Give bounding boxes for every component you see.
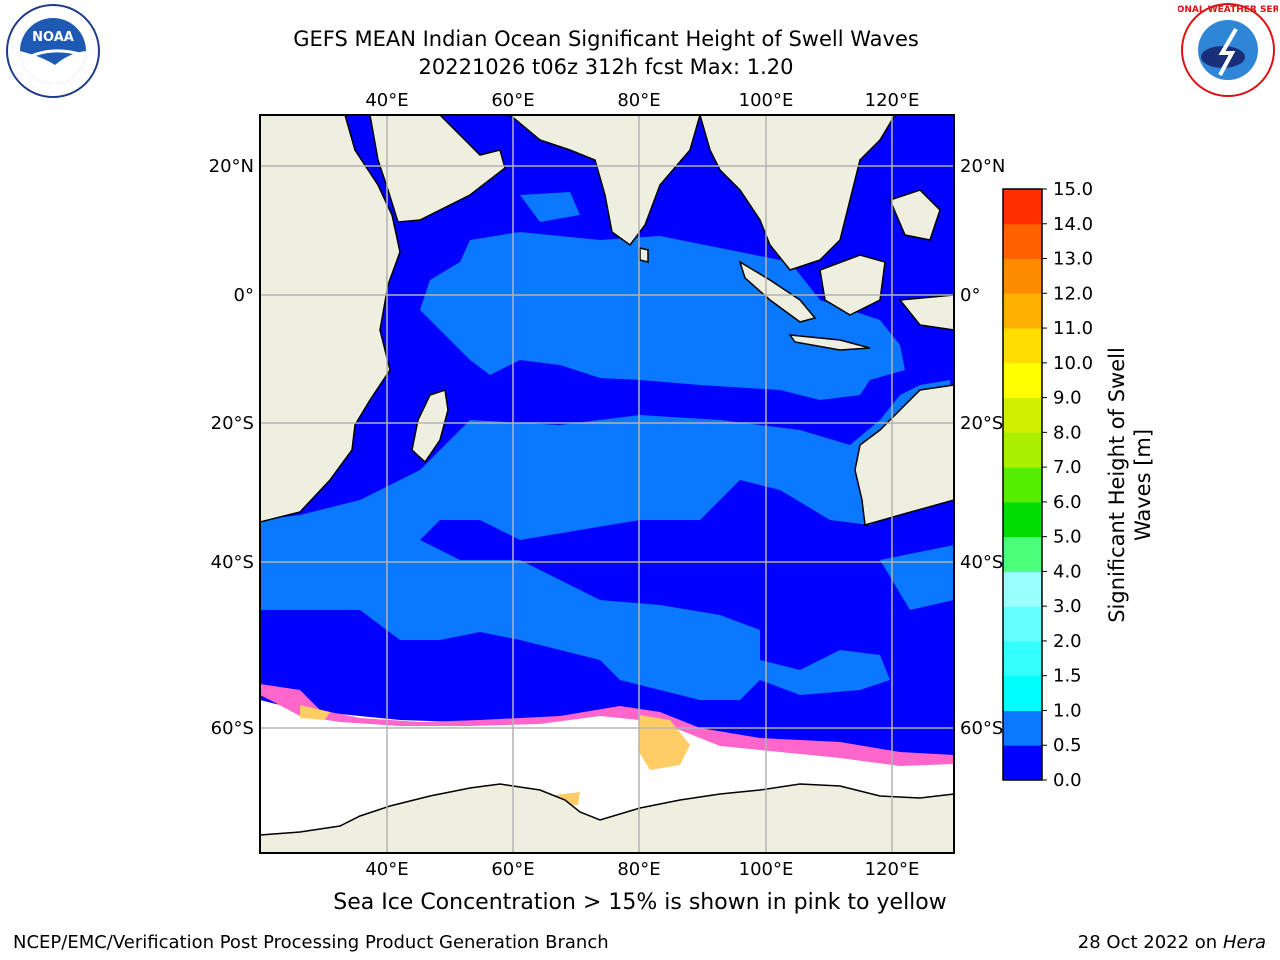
colorbar-label-line2: Waves [m] [1131,429,1155,541]
lon-tick-label-top: 120°E [865,90,920,111]
land-africa [260,115,401,523]
sea-ice-caption: Sea Ice Concentration > 15% is shown in … [333,890,947,915]
colorbar-segment [1003,501,1042,538]
lon-tick-label-top: 80°E [617,90,660,111]
colorbar-tick-label: 5.0 [1053,527,1082,548]
land-india [508,115,701,247]
colorbar-tick-label: 10.0 [1053,353,1093,374]
colorbar-segment [1003,536,1042,572]
land-se-asia [699,115,896,271]
colorbar-tick-label: 0.5 [1053,735,1082,756]
colorbar-segment [1003,189,1042,225]
colorbar-tick-label: 9.0 [1053,388,1082,409]
colorbar-segment [1003,397,1042,433]
map-title: GEFS MEAN Indian Ocean Significant Heigh… [293,27,919,51]
land-new-guinea [898,294,954,331]
lon-tick-label-bottom: 80°E [617,859,660,880]
colorbar-tick-label: 8.0 [1053,422,1082,443]
land-sumatra [738,260,817,323]
colorbar-tick-label: 1.0 [1053,700,1082,721]
colorbar-segment [1003,362,1042,399]
colorbar-tick-label: 4.0 [1053,561,1082,582]
colorbar-segment [1003,571,1042,607]
colorbar-segment [1003,710,1042,746]
nws-logo-text: NATIONAL WEATHER SERVICE [1178,5,1278,15]
swell-field-0.5-1.0 [260,192,954,700]
lon-tick-label-top: 40°E [365,90,408,111]
noaa-logo-text: NOAA [32,30,74,45]
footer-host: Hera [1222,932,1266,953]
map-tick-labels: 40°E 40°E 60°E 60°E 80°E 80°E 100°E 100°E 120°E 1… [209,90,1006,880]
lon-tick-label-bottom: 120°E [865,859,920,880]
lon-tick-label-bottom: 100°E [739,859,794,880]
colorbar-tick-label: 0.0 [1053,770,1082,791]
colorbar-tick-label: 7.0 [1053,457,1082,478]
colorbar-segment [1003,328,1042,364]
land-sri-lanka [639,247,649,263]
lat-tick-label-left: 0° [234,285,254,306]
colorbar-tick-label: 15.0 [1053,179,1093,200]
lat-tick-label-left: 20°N [209,156,254,177]
land-antarctica [260,783,954,853]
land-madagascar [411,389,449,464]
colorbar-tick-label: 11.0 [1053,318,1093,339]
colorbar-tick-label: 3.0 [1053,596,1082,617]
graticule [260,115,954,853]
colorbar-tick-label: 1.5 [1053,666,1082,687]
lat-tick-label-right: 40°S [960,552,1003,573]
colorbar-segment [1003,432,1042,468]
lon-tick-label-top: 60°E [491,90,534,111]
colorbar-segment [1003,467,1042,503]
lat-tick-label-left: 60°S [211,718,254,739]
lat-tick-label-right: 0° [960,285,980,306]
colorbar-tick-label: 13.0 [1053,249,1093,270]
lat-tick-label-right: 60°S [960,718,1003,739]
map-field [260,115,954,853]
colorbar-segment [1003,223,1042,260]
footer-branch: NCEP/EMC/Verification Post Processing Pr… [13,932,609,953]
lon-tick-label-top: 100°E [739,90,794,111]
colorbar-ticks: 0.0 0.5 1.0 1.5 2.0 3.0 4.0 5.0 6.0 7.0 8.0 9.0 10.0… [1042,179,1093,791]
land [260,115,954,853]
lat-tick-label-right: 20°N [960,156,1005,177]
lon-tick-label-bottom: 60°E [491,859,534,880]
colorbar-segment [1003,640,1042,677]
colorbar-tick-label: 14.0 [1053,214,1093,235]
nws-logo: NATIONAL WEATHER SERVICE [1178,3,1278,97]
colorbar-frame [1002,188,1043,781]
colorbar-tick-label: 2.0 [1053,631,1082,652]
map-frame [259,114,955,854]
lat-tick-label-left: 20°S [211,413,254,434]
footer-date: 28 Oct 2022 on Hera [1078,932,1266,953]
land-islands [888,189,941,241]
colorbar-segment [1003,745,1042,781]
colorbar [1002,188,1043,781]
land-borneo [819,254,886,316]
lat-tick-label-right: 20°S [960,413,1003,434]
colorbar-segment [1003,606,1042,642]
colorbar-tick-label: 12.0 [1053,283,1093,304]
colorbar-segment [1003,293,1042,329]
colorbar-tick-label: 6.0 [1053,492,1082,513]
land-java [788,334,871,351]
lat-tick-label-left: 40°S [211,552,254,573]
noaa-logo: NOAA [6,4,100,98]
map-subtitle: 20221026 t06z 312h fcst Max: 1.20 [418,55,794,79]
footer-date-text: 28 Oct 2022 on [1077,932,1223,953]
colorbar-label-line1: Significant Height of Swell [1105,347,1129,623]
land-australia [854,384,954,526]
colorbar-segment [1003,258,1042,294]
colorbar-segment [1003,675,1042,711]
lon-tick-label-bottom: 40°E [365,859,408,880]
